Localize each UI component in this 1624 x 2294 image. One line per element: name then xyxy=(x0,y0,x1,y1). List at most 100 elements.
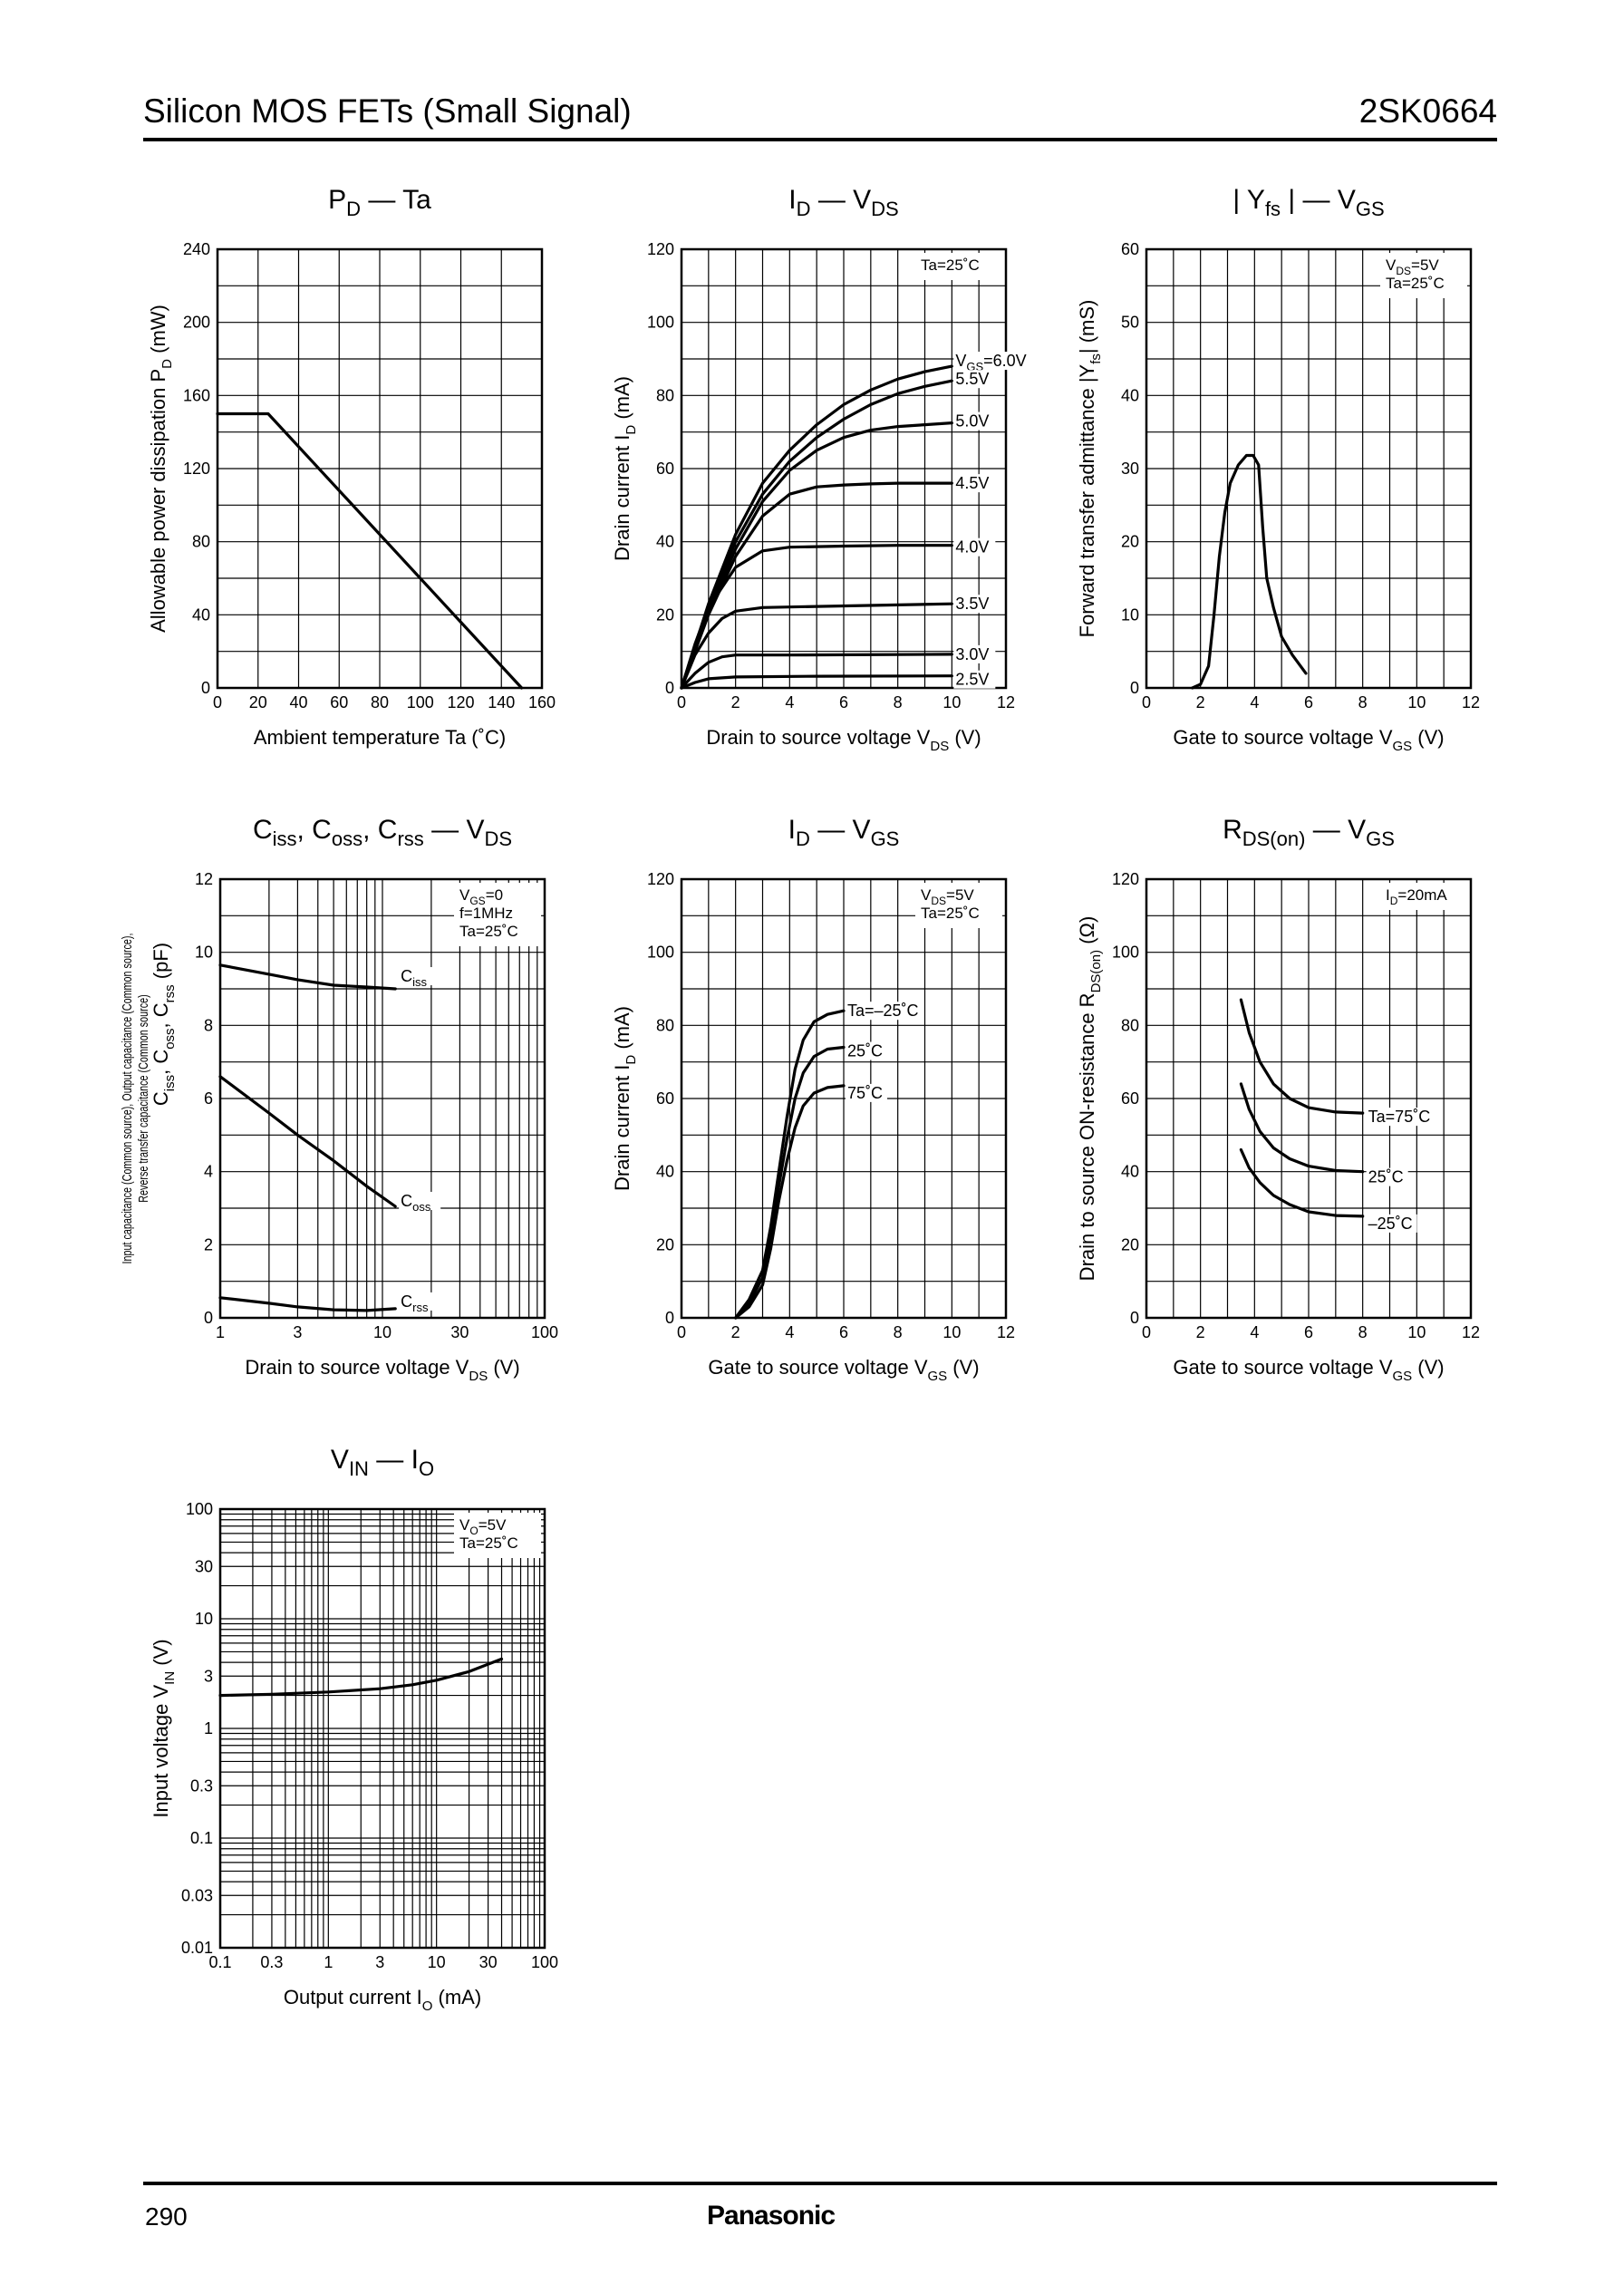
y-axis-description: Input capacitance (Common source), Outpu… xyxy=(119,934,134,1264)
series-line xyxy=(680,379,953,690)
chart-title: PD — Ta xyxy=(328,185,431,220)
series-label: 2.5V xyxy=(955,671,989,689)
series-line xyxy=(680,674,953,690)
series-label-bg xyxy=(953,474,996,493)
x-tick-label: 8 xyxy=(1358,693,1368,711)
series-label-bg xyxy=(399,1292,441,1311)
x-tick-label: 4 xyxy=(785,693,794,711)
x-tick-label: 0 xyxy=(1142,693,1151,711)
series-label: Crss xyxy=(401,1292,429,1314)
y-tick-label: 80 xyxy=(656,386,674,404)
y-tick-label: 20 xyxy=(656,1235,674,1253)
y-tick-label: 2 xyxy=(204,1235,213,1253)
series-label: 4.5V xyxy=(955,474,989,492)
y-tick-label: 100 xyxy=(186,1500,213,1518)
y-tick-label: 0.1 xyxy=(190,1829,213,1847)
plot-frame xyxy=(216,247,544,690)
y-tick-label: 30 xyxy=(195,1557,213,1575)
chart-title: ID — VDS xyxy=(788,185,898,220)
x-tick-label: 6 xyxy=(839,1323,848,1341)
series-label-bg xyxy=(953,644,996,663)
series-label: 5.5V xyxy=(955,370,989,388)
y-tick-label: 80 xyxy=(1121,1016,1139,1034)
series-label-bg xyxy=(399,1191,441,1210)
annotation-text: Ta=25˚C xyxy=(921,905,980,922)
chart-title: | Yfs | — VGS xyxy=(1232,185,1384,220)
grid xyxy=(219,1508,546,1949)
x-tick-label: 10 xyxy=(942,1323,961,1341)
series-label-bg xyxy=(1366,1167,1408,1186)
x-axis-label: Ambient temperature Ta (˚C) xyxy=(254,726,506,749)
y-tick-label: 3 xyxy=(204,1667,213,1685)
y-tick-label: 10 xyxy=(195,944,213,962)
part-number: 2SK0664 xyxy=(1358,92,1497,130)
series-label: 3.5V xyxy=(955,595,989,613)
page-number: 290 xyxy=(145,2202,188,2231)
x-tick-label: 12 xyxy=(1462,693,1480,711)
x-tick-label: 10 xyxy=(1407,1323,1426,1341)
x-tick-label: 4 xyxy=(785,1323,794,1341)
y-tick-label: 0 xyxy=(204,1309,213,1327)
y-tick-label: 120 xyxy=(647,870,674,888)
plot-frame xyxy=(680,247,1008,690)
annotation-box xyxy=(454,883,541,946)
annotation-text: VO=5V xyxy=(459,1516,507,1537)
series-label-bg xyxy=(953,670,996,689)
chart-title: RDS(on) — VGS xyxy=(1223,815,1395,850)
x-tick-label: 0.1 xyxy=(208,1953,231,1971)
x-axis-label: Gate to source voltage VGS (V) xyxy=(1173,726,1444,754)
series-label: Ta=75˚C xyxy=(1368,1108,1431,1126)
series-label-bg xyxy=(846,1002,923,1021)
x-axis-label: Drain to source voltage VDS (V) xyxy=(706,726,981,754)
y-axis-label: Drain current ID (mA) xyxy=(611,376,639,561)
y-tick-label: 60 xyxy=(1121,240,1139,258)
x-tick-label: 2 xyxy=(1196,1323,1205,1341)
y-tick-label: 100 xyxy=(647,944,674,962)
x-tick-label: 80 xyxy=(371,693,389,711)
x-tick-label: 0.3 xyxy=(260,1953,283,1971)
y-tick-label: 12 xyxy=(195,870,213,888)
series-label-bg xyxy=(399,967,441,985)
y-tick-label: 40 xyxy=(1121,386,1139,404)
x-tick-label: 100 xyxy=(407,693,434,711)
series-label: –25˚C xyxy=(1368,1215,1413,1233)
series-line xyxy=(1239,1147,1365,1218)
series-line xyxy=(680,421,953,690)
x-tick-label: 1 xyxy=(324,1953,333,1971)
y-tick-label: 160 xyxy=(183,386,210,404)
y-tick-label: 40 xyxy=(656,533,674,551)
x-tick-label: 8 xyxy=(1358,1323,1368,1341)
series-line xyxy=(218,1296,397,1312)
y-tick-label: 200 xyxy=(183,314,210,332)
x-tick-label: 10 xyxy=(373,1323,392,1341)
series-label-bg xyxy=(846,1083,887,1102)
series-label: 5.0V xyxy=(955,412,989,431)
x-tick-label: 4 xyxy=(1250,693,1259,711)
y-axis-label: Drain current ID (mA) xyxy=(611,1006,639,1191)
x-tick-label: 6 xyxy=(1304,693,1313,711)
y-tick-label: 0 xyxy=(665,1309,674,1327)
series-label-bg xyxy=(1366,1108,1436,1127)
footer-rule xyxy=(143,2182,1497,2185)
series-line xyxy=(1239,998,1365,1115)
y-tick-label: 4 xyxy=(204,1163,213,1181)
annotation-text: f=1MHz xyxy=(459,905,513,922)
x-tick-label: 30 xyxy=(450,1323,469,1341)
y-tick-label: 0 xyxy=(1130,679,1139,697)
x-tick-label: 100 xyxy=(531,1323,558,1341)
annotation-box xyxy=(1380,253,1467,298)
annotation-text: VDS=5V xyxy=(1386,257,1439,277)
series-line xyxy=(680,544,953,690)
x-tick-label: 10 xyxy=(942,693,961,711)
series-line xyxy=(680,602,953,690)
page-title: Silicon MOS FETs (Small Signal) xyxy=(143,92,632,130)
series-label: 4.0V xyxy=(955,538,989,557)
series-line xyxy=(1239,1082,1365,1174)
x-tick-label: 10 xyxy=(1407,693,1426,711)
series-line xyxy=(1191,453,1308,690)
y-axis-label: Allowable power dissipation PD (mW) xyxy=(147,305,175,633)
series-line xyxy=(734,1084,846,1320)
